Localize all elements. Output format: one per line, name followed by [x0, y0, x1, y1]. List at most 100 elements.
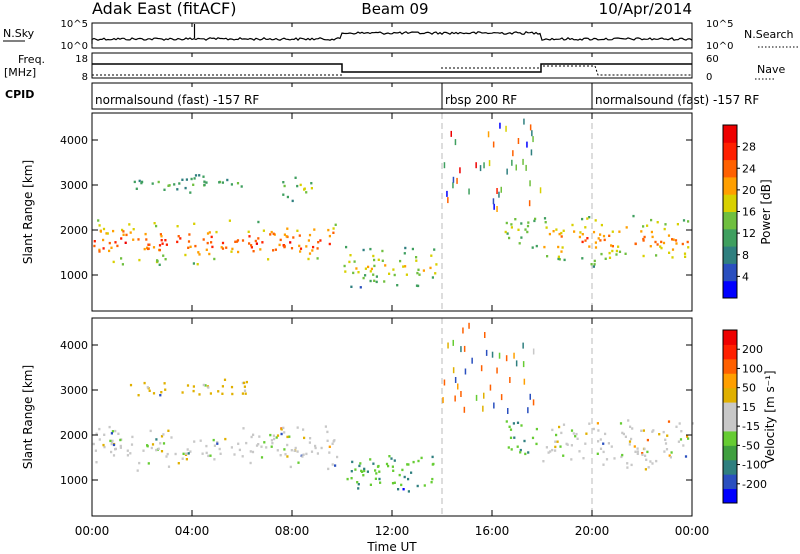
- range-cell: [99, 229, 102, 232]
- range-cell: [308, 233, 312, 237]
- range-cell: [516, 445, 519, 448]
- y-tick-label: 4000: [60, 339, 88, 352]
- range-cell: [221, 241, 225, 245]
- range-cell: [531, 130, 533, 137]
- range-cell: [522, 342, 524, 349]
- range-cell: [164, 239, 167, 242]
- range-cell: [498, 191, 500, 198]
- range-cell: [423, 484, 426, 487]
- range-cell: [282, 181, 285, 184]
- range-cell: [148, 389, 151, 392]
- range-cell: [456, 177, 458, 184]
- range-cell: [278, 243, 281, 247]
- range-cell: [332, 231, 335, 234]
- range-cell: [326, 430, 329, 434]
- range-cell: [491, 351, 494, 358]
- range-cell: [594, 241, 597, 244]
- range-cell: [534, 217, 537, 221]
- range-cell: [373, 258, 376, 262]
- range-cell: [164, 258, 167, 261]
- power-y-ticks: 1000 2000 3000 4000: [60, 134, 692, 282]
- range-cell: [319, 239, 322, 242]
- range-cell: [261, 241, 264, 244]
- range-cell: [94, 449, 97, 452]
- range-cell: [267, 258, 270, 261]
- colorbar-segment: [723, 445, 737, 461]
- range-cell: [684, 255, 687, 258]
- range-cell: [297, 461, 300, 464]
- range-cell: [280, 428, 283, 431]
- range-cell: [108, 241, 111, 245]
- range-cell: [359, 286, 362, 289]
- range-cell: [522, 158, 524, 165]
- range-cell: [500, 394, 503, 401]
- range-cell: [624, 252, 627, 255]
- range-cell: [523, 118, 525, 125]
- range-cell: [586, 217, 589, 220]
- range-cell: [593, 259, 596, 263]
- range-cell: [581, 257, 584, 260]
- range-cell: [283, 448, 286, 451]
- range-cell: [243, 389, 247, 392]
- range-cell: [431, 455, 434, 459]
- range-cell: [434, 272, 437, 275]
- range-cell: [570, 444, 573, 447]
- range-cell: [204, 384, 207, 387]
- range-cell: [213, 444, 216, 447]
- range-cell: [170, 436, 173, 439]
- range-cell: [416, 271, 419, 275]
- range-cell: [634, 242, 637, 245]
- y-tick-label: 2000: [60, 429, 88, 442]
- range-cell: [600, 252, 603, 256]
- colorbar-tick-label: 24: [742, 162, 756, 175]
- range-cell: [636, 452, 639, 455]
- range-cell: [357, 271, 360, 274]
- range-cell: [454, 139, 457, 146]
- range-cell: [299, 183, 302, 187]
- range-cell: [655, 254, 658, 257]
- range-cell: [271, 442, 274, 445]
- range-cell: [592, 427, 595, 431]
- range-cell: [109, 439, 112, 443]
- range-cell: [358, 464, 361, 468]
- range-cell: [679, 438, 683, 441]
- range-cell: [602, 442, 605, 445]
- range-cell: [665, 448, 669, 451]
- range-cell: [668, 454, 671, 457]
- range-cell: [516, 421, 520, 424]
- range-cell: [303, 188, 306, 191]
- power-data: [93, 113, 690, 311]
- range-cell: [669, 456, 672, 459]
- range-cell: [213, 458, 216, 461]
- range-cell: [257, 220, 260, 224]
- range-cell: [462, 327, 464, 334]
- range-cell: [112, 260, 115, 264]
- range-cell: [355, 267, 358, 270]
- range-cell: [305, 452, 308, 456]
- colorbar-segment: [723, 211, 737, 230]
- range-cell: [381, 259, 384, 262]
- range-cell: [362, 276, 365, 280]
- noise-panel: N.Sky 10^5 10^0 10^5 10^0 N.Search: [3, 19, 798, 52]
- range-cell: [187, 452, 190, 455]
- range-cell: [270, 439, 273, 442]
- range-cell: [584, 442, 587, 445]
- range-cell: [163, 188, 166, 191]
- range-cell: [334, 223, 337, 226]
- range-cell: [349, 254, 352, 257]
- range-cell: [369, 458, 372, 461]
- range-cell: [557, 245, 560, 249]
- range-cell: [687, 220, 690, 223]
- range-cell: [334, 464, 337, 467]
- range-cell: [374, 469, 377, 472]
- range-cell: [257, 237, 260, 240]
- range-cell: [588, 216, 591, 219]
- range-cell: [520, 236, 523, 239]
- colorbar-segment: [723, 416, 737, 432]
- range-cell: [452, 367, 455, 374]
- range-cell: [622, 432, 625, 436]
- range-cell: [224, 437, 227, 441]
- range-cell: [554, 440, 557, 443]
- range-cell: [185, 452, 188, 455]
- range-cell: [459, 167, 461, 174]
